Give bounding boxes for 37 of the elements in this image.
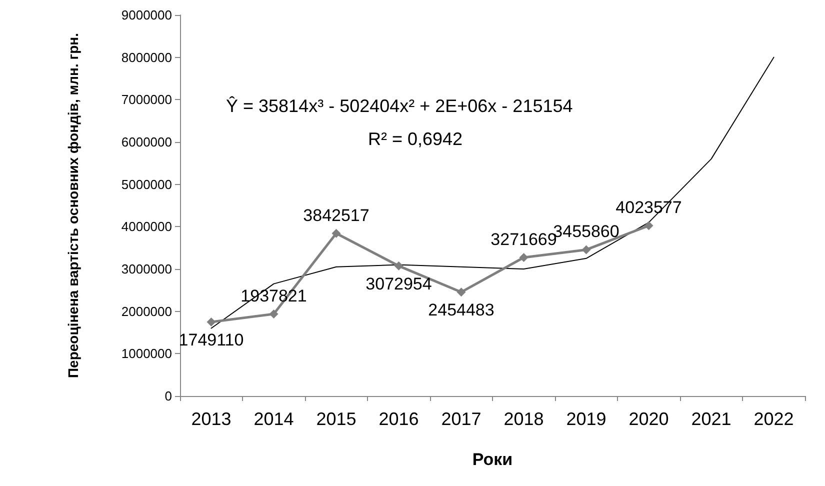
point [519, 253, 528, 262]
y-tick-label: 8000000 [121, 50, 172, 65]
y-tick-label: 4000000 [121, 219, 172, 234]
x-tick-label: 2021 [691, 409, 732, 429]
x-tick-label: 2020 [628, 409, 669, 429]
y-tick-label: 7000000 [121, 92, 172, 108]
x-tick-label: 2015 [316, 409, 356, 429]
y-tick-label: 2000000 [121, 304, 172, 319]
data-label: 3072954 [366, 274, 432, 294]
x-tick-label: 2017 [441, 409, 482, 429]
x-axis-title: Роки [472, 450, 513, 469]
y-tick-label: 3000000 [121, 262, 172, 276]
y-tick-label: 0 [164, 388, 172, 404]
x-tick-label: 2014 [254, 409, 294, 429]
point [456, 288, 466, 297]
data-label: 3842517 [303, 206, 370, 225]
y-tick-label: 1000000 [121, 346, 172, 362]
y-axis-title: Переоцінена вартість основних фондів, млн. грн. [65, 32, 81, 378]
point [206, 317, 216, 326]
y-tick-label: 5000000 [121, 176, 172, 192]
y-tick-label: 9000000 [121, 8, 172, 22]
x-tick-label: 2022 [754, 409, 794, 429]
point [332, 228, 341, 238]
x-tick-label: 2018 [504, 409, 544, 429]
x-tick-label: 2019 [566, 409, 606, 429]
x-tick-label: 2013 [191, 409, 232, 429]
point [394, 261, 404, 270]
x-tick-label: 2016 [378, 409, 419, 429]
y-tick-label: 6000000 [121, 134, 172, 150]
point [269, 309, 278, 318]
data-label: 1749110 [178, 330, 244, 350]
annotation: R² = 0,6942 [368, 129, 463, 149]
data-label: 2454483 [428, 300, 494, 320]
line-series [210, 56, 774, 329]
annotation: Ŷ = 35814x³ - 502404x² + 2E+06x - 215154 [226, 96, 573, 116]
point [644, 221, 654, 230]
point [582, 245, 591, 254]
